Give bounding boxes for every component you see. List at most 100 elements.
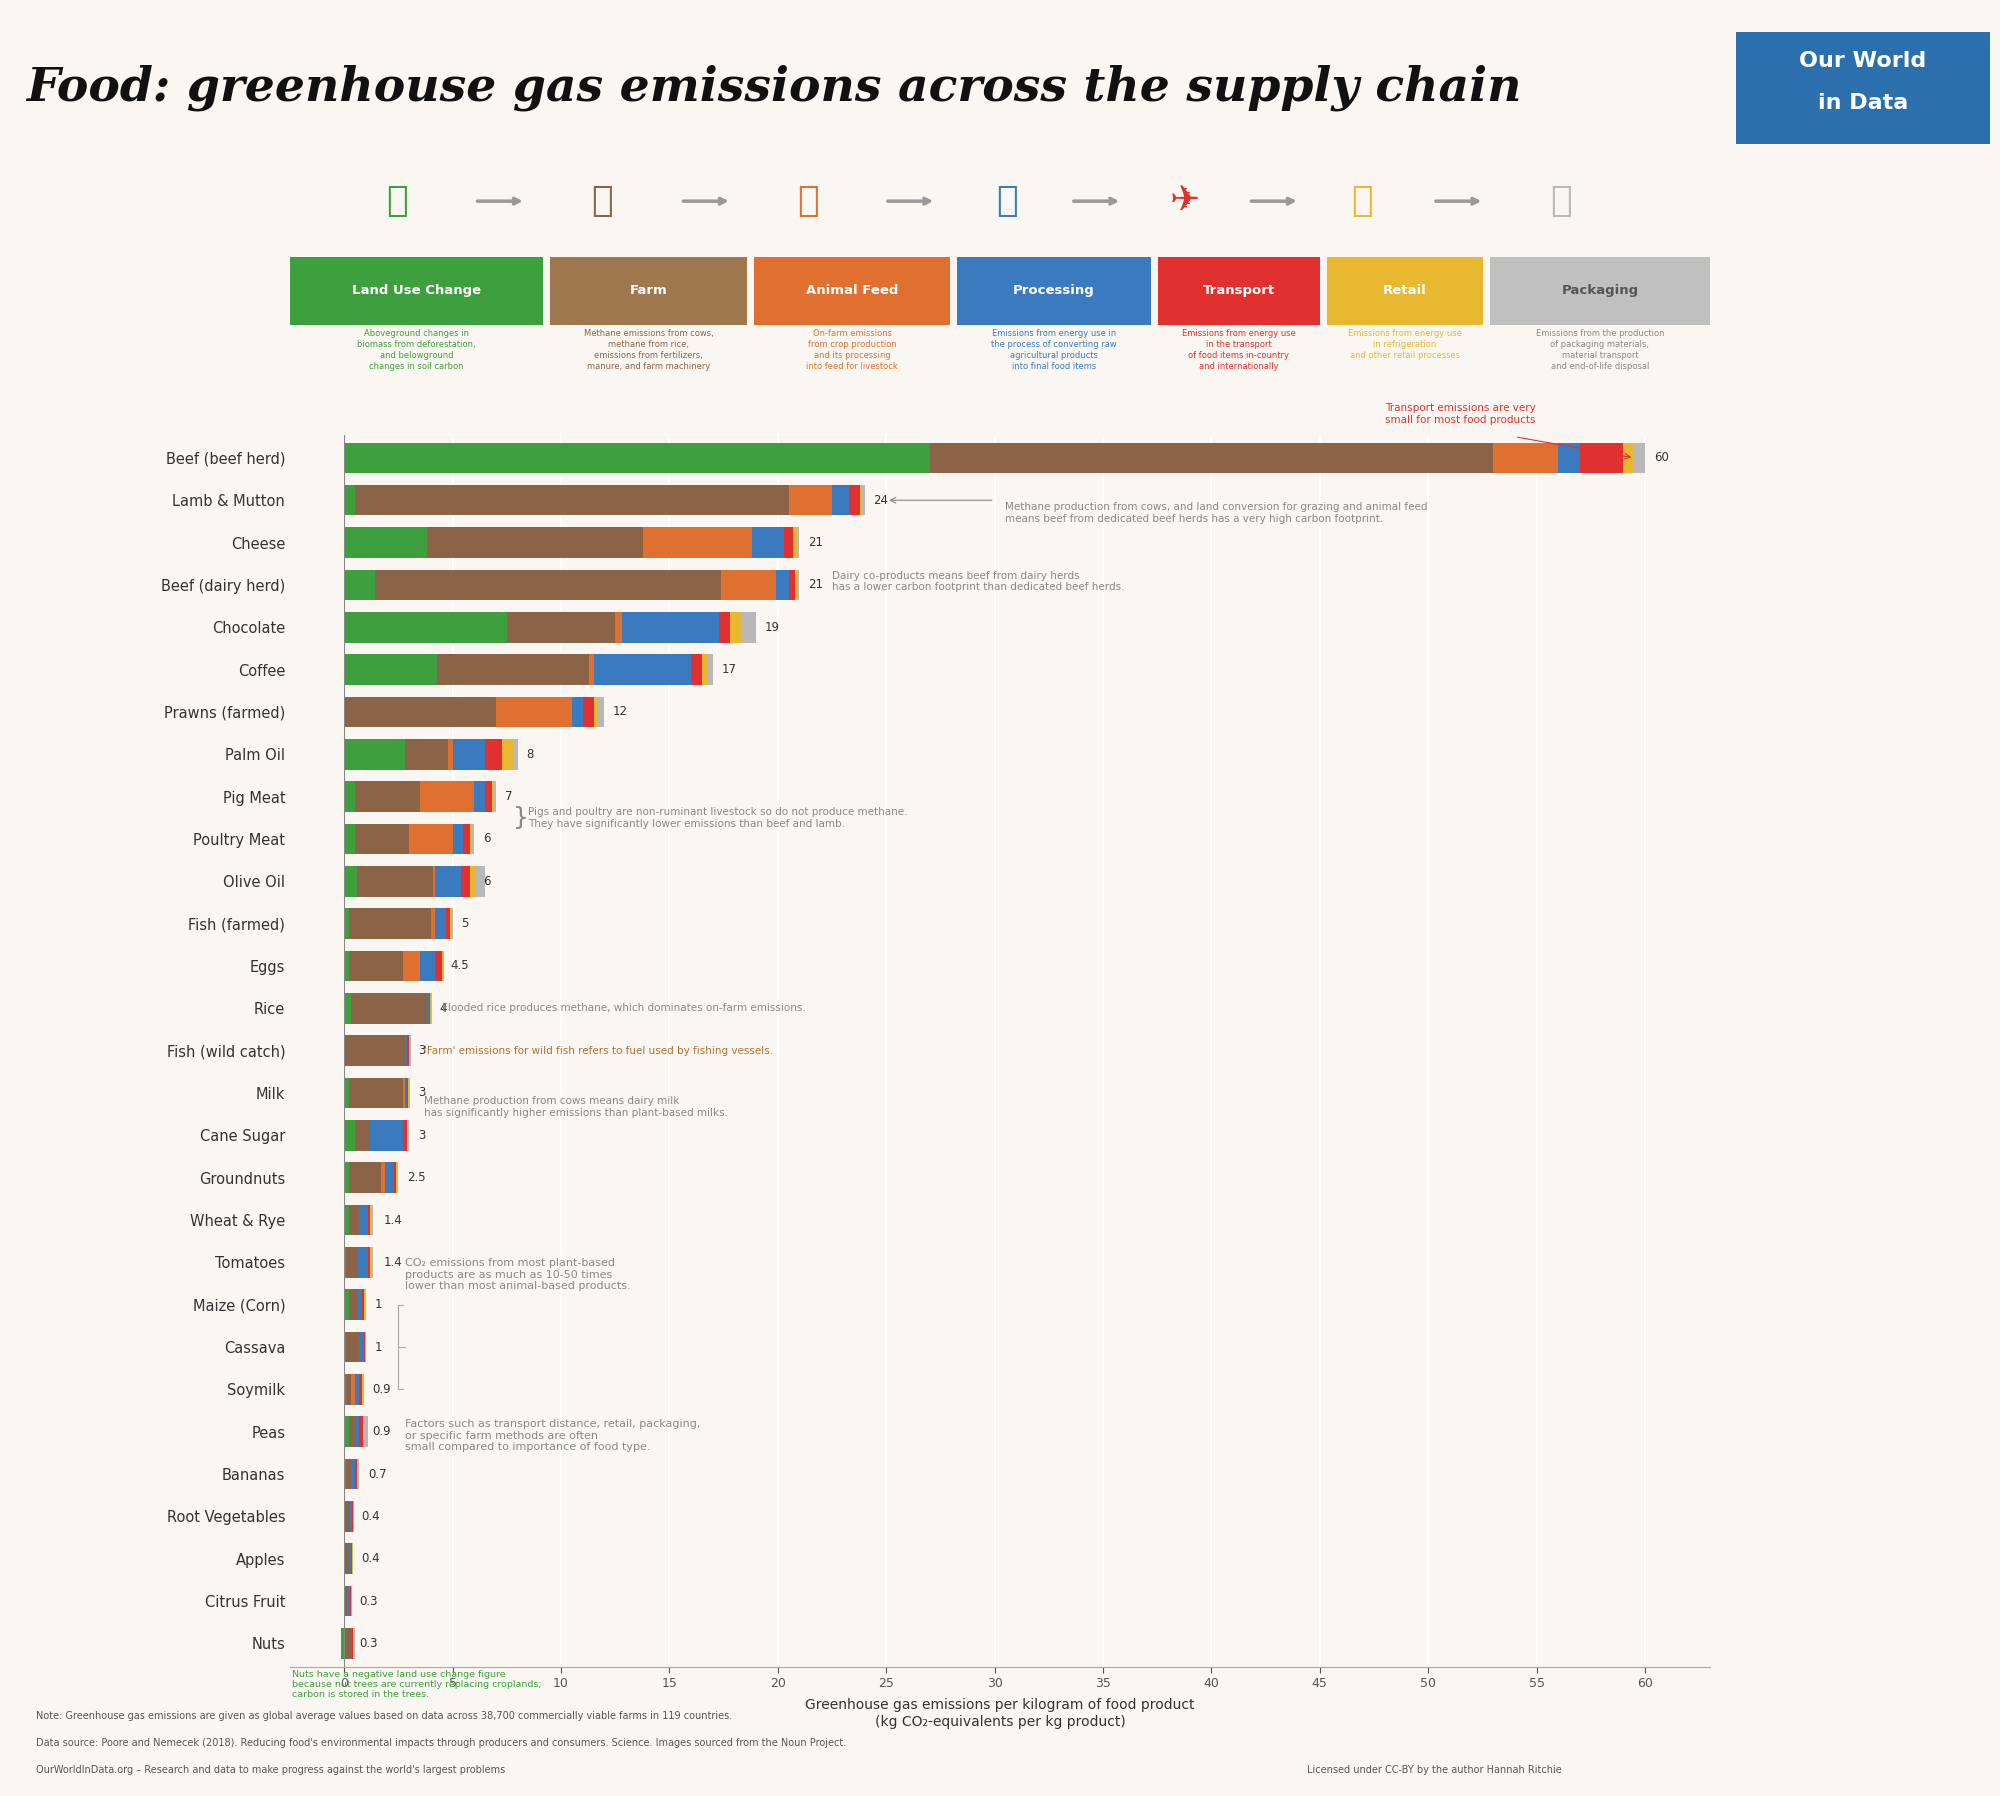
Text: 12: 12 [614,706,628,718]
Text: 19: 19 [764,621,780,634]
Text: }: } [514,806,530,830]
Bar [344,1162,348,1193]
Bar [344,909,348,939]
Text: 0.3: 0.3 [360,1595,378,1607]
Text: Note: Greenhouse gas emissions are given as global average values based on data : Note: Greenhouse gas emissions are given… [36,1710,732,1721]
Bar [1494,442,1558,472]
Bar [344,866,358,896]
Bar [360,1417,362,1448]
Text: On-farm emissions
from crop production
and its processing
into feed for livestoc: On-farm emissions from crop production a… [806,329,898,372]
Bar [394,1162,396,1193]
Text: 3: 3 [418,1087,426,1099]
Text: 3: 3 [418,1043,426,1058]
Bar [430,909,436,939]
Text: Emissions from the production
of packaging materials,
material transport
and end: Emissions from the production of packagi… [1536,329,1664,372]
Bar [360,1374,362,1404]
Bar [344,950,348,981]
Text: Emissions from energy use in
the process of converting raw
agricultural products: Emissions from energy use in the process… [992,329,1116,372]
Bar [788,569,796,600]
Text: 1: 1 [374,1340,382,1354]
Text: Nuts have a negative land use change figure
because nut trees are currently repl: Nuts have a negative land use change fig… [292,1670,542,1699]
Text: in Data: in Data [1818,93,1908,113]
Text: Processing: Processing [1014,284,1094,298]
Text: 17: 17 [722,663,736,675]
Bar [798,569,800,600]
Text: ✈: ✈ [1170,185,1200,217]
Bar [404,738,448,769]
Bar [356,1417,360,1448]
Bar [752,528,784,559]
Bar [368,1246,370,1277]
Text: 4.5: 4.5 [450,959,470,972]
Text: Transport emissions are very
small for most food products: Transport emissions are very small for m… [1384,404,1536,426]
Bar [472,824,474,855]
Bar [862,485,864,515]
Text: 🌿: 🌿 [386,185,408,217]
Text: Packaging: Packaging [1562,284,1638,298]
Text: Dairy co-products means beef from dairy herds
has a lower carbon footprint than : Dairy co-products means beef from dairy … [832,571,1124,593]
Bar [550,257,748,325]
Text: Factors such as transport distance, retail, packaging,
or specific farm methods : Factors such as transport distance, reta… [404,1419,700,1453]
Bar [722,569,776,600]
Text: 1.4: 1.4 [384,1255,402,1268]
Bar [348,950,402,981]
Bar [404,1078,408,1108]
Bar [958,257,1150,325]
Bar [448,738,452,769]
Bar [344,1374,346,1404]
Text: CO₂ emissions from most plant-based
products are as much as 10-50 times
lower th: CO₂ emissions from most plant-based prod… [404,1259,630,1291]
Bar [360,1205,368,1236]
Bar [344,612,506,643]
Bar [434,866,436,896]
Text: Retail: Retail [1382,284,1426,298]
Text: 🏪: 🏪 [1352,185,1372,217]
Bar [344,442,930,472]
Text: 📦: 📦 [1550,185,1572,217]
Bar [486,781,492,812]
Text: 4: 4 [440,1002,448,1015]
Text: Land Use Change: Land Use Change [352,284,480,298]
Bar [798,528,800,559]
Bar [1624,442,1634,472]
Bar [290,257,542,325]
Bar [590,654,594,684]
Bar [360,1333,364,1363]
Text: 1.4: 1.4 [384,1214,402,1227]
Text: 0.4: 0.4 [362,1552,380,1566]
Bar [514,738,518,769]
Bar [426,528,644,559]
Bar [362,1290,364,1320]
Bar [348,909,430,939]
Bar [358,866,434,896]
Text: Licensed under CC-BY by the author Hannah Ritchie: Licensed under CC-BY by the author Hanna… [1308,1764,1562,1774]
Bar [754,257,950,325]
Bar [364,1417,368,1448]
Text: Animal Feed: Animal Feed [806,284,898,298]
Bar [426,993,428,1024]
Bar [572,697,582,727]
Bar [1580,442,1624,472]
Bar [382,1162,386,1193]
Text: Data source: Poore and Nemecek (2018). Reducing food's environmental impacts thr: Data source: Poore and Nemecek (2018). R… [36,1739,846,1748]
Text: Farm: Farm [630,284,668,298]
Bar [344,485,356,515]
Bar [348,1162,382,1193]
Bar [344,1078,348,1108]
Text: Flooded rice produces methane, which dominates on-farm emissions.: Flooded rice produces methane, which dom… [442,1004,806,1013]
Text: 0.9: 0.9 [372,1383,392,1395]
Bar [346,1374,350,1404]
Text: 0.7: 0.7 [368,1467,386,1480]
Bar [344,781,356,812]
Bar [356,781,420,812]
Bar [348,1078,402,1108]
Bar [740,612,756,643]
Bar [344,569,374,600]
Text: 2.5: 2.5 [408,1171,426,1184]
Bar [356,485,788,515]
Bar [344,697,496,727]
Text: 7: 7 [504,790,512,803]
Bar [850,485,860,515]
Bar [1634,442,1644,472]
Text: Food: greenhouse gas emissions across the supply chain: Food: greenhouse gas emissions across th… [26,65,1522,111]
Bar [344,993,350,1024]
